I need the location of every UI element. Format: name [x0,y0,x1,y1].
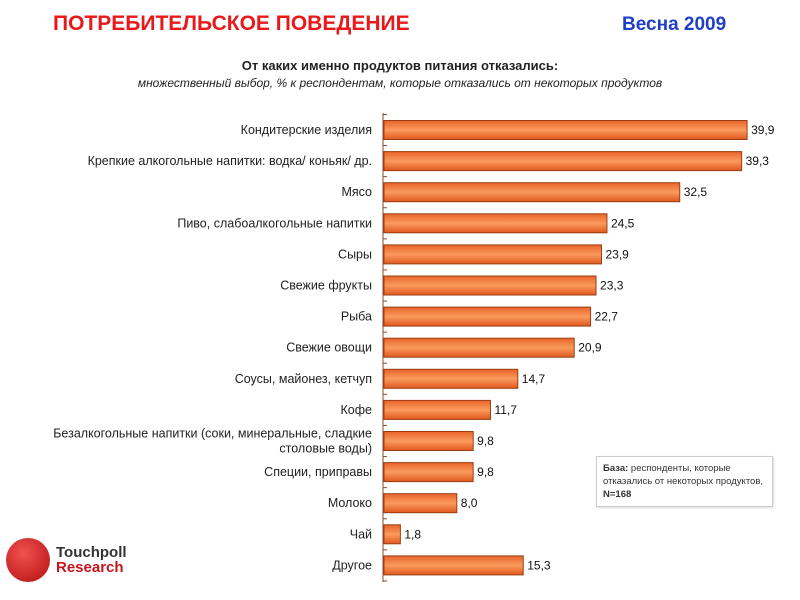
note-label: База: [603,463,629,474]
bar [383,368,519,389]
category-label: Сыры [338,247,372,261]
value-label: 24,5 [611,216,635,230]
bar [383,275,597,296]
value-label: 39,9 [751,123,775,137]
category-label: Другое [332,558,372,572]
bar [383,182,681,203]
bar [383,244,602,265]
value-label: 11,7 [494,403,517,417]
value-label: 15,3 [527,558,551,572]
value-label: 22,7 [595,310,619,324]
category-label: Рыба [341,310,372,324]
base-note: База: респонденты, которые отказались от… [596,456,773,507]
season-label: Весна 2009 [622,14,727,35]
bar [383,213,608,234]
value-label: 32,5 [684,185,708,199]
category-label: Кондитерские изделия [241,123,372,137]
bar [383,151,743,172]
bar [383,399,491,420]
category-label: Безалкогольные напитки (соки, минеральны… [53,427,372,441]
category-label: Специи, приправы [264,465,372,479]
bar [383,524,401,545]
category-label: Крепкие алкогольные напитки: водка/ конь… [88,154,372,168]
note-text: респонденты, которые отказались от некот… [603,463,764,487]
category-label: Кофе [341,403,373,417]
value-label: 14,7 [522,372,546,386]
category-label: Мясо [341,185,372,199]
chart-title: От каких именно продуктов питания отказа… [241,58,559,73]
logo: Touchpoll Research [6,538,127,582]
page-title: ПОТРЕБИТЕЛЬСКОЕ ПОВЕДЕНИЕ [53,12,410,35]
chart-subtitle: множественный выбор, % к респондентам, к… [137,76,663,90]
bar [383,431,474,451]
value-label: 9,8 [477,434,494,448]
value-label: 9,8 [477,465,494,479]
bar [383,337,575,358]
value-label: 39,3 [746,154,770,168]
logo-line2: Research [56,559,124,576]
value-label: 8,0 [461,496,478,510]
bar [383,555,524,576]
value-label: 23,3 [600,279,624,293]
value-label: 1,8 [404,527,421,541]
category-label: столовые воды) [279,442,372,456]
bar [383,493,458,514]
category-label: Молоко [328,496,372,510]
bar [383,306,592,327]
category-label: Чай [350,527,372,541]
bar [383,462,474,483]
logo-icon [6,538,50,582]
note-n: N=168 [603,489,632,500]
logo-line1: Touchpoll [56,544,127,561]
category-label: Свежие овощи [286,341,372,355]
value-label: 23,9 [605,247,629,261]
value-label: 20,9 [578,341,602,355]
category-label: Свежие фрукты [280,279,372,293]
category-label: Соусы, майонез, кетчуп [235,372,372,386]
bar [383,120,748,140]
category-label: Пиво, слабоалкогольные напитки [177,216,372,230]
